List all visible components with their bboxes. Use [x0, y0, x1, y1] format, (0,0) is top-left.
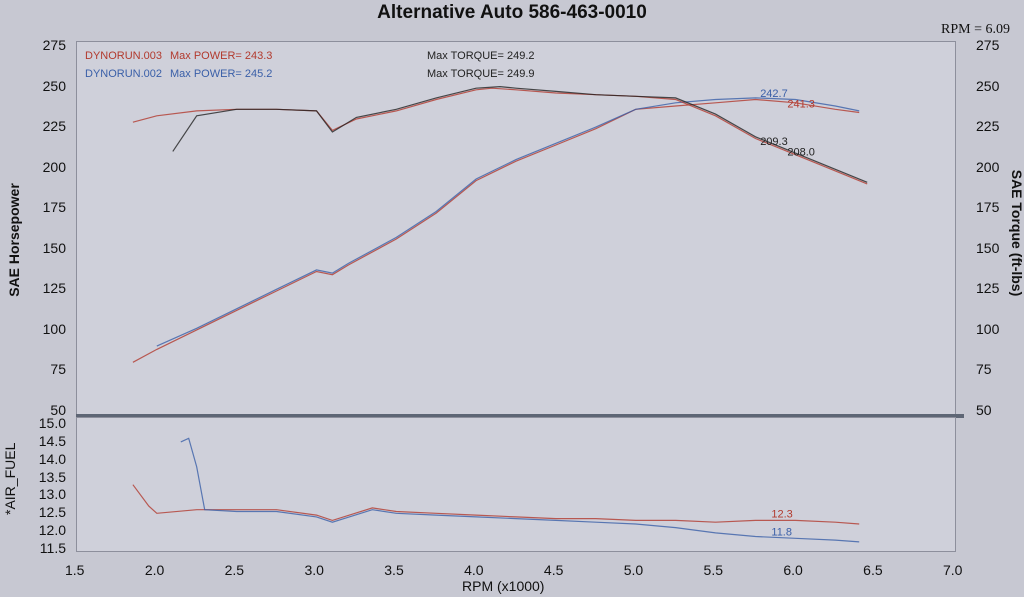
x-tick-label: 3.5	[384, 562, 404, 578]
y-tick-label: 125	[42, 280, 66, 297]
y-tick-label: 175	[42, 199, 66, 216]
legend-run3-power: Max POWER= 243.3	[170, 50, 272, 62]
x-tick-label: 6.0	[783, 562, 803, 578]
y-tick-label: 275	[42, 37, 66, 53]
x-tick-label: 1.5	[65, 562, 85, 578]
power-torque-annotation-label: 209.3	[760, 136, 788, 148]
af-tick-label: 14.0	[38, 450, 66, 467]
y-tick-label: 75	[50, 361, 66, 378]
power-torque-annotation-label: 242.7	[760, 88, 788, 100]
y-tick-label: 225	[42, 118, 66, 135]
legend-run2-torque: Max TORQUE= 249.9	[427, 68, 535, 80]
y2-tick-label: 125	[976, 280, 1000, 297]
x-tick-label: 2.5	[224, 562, 245, 578]
power-torque-annotation-label: 208.0	[787, 147, 815, 159]
af-tick-label: 13.0	[38, 486, 66, 503]
x-tick-label: 4.0	[464, 562, 484, 578]
x-axis-label: RPM (x1000)	[462, 578, 545, 594]
af-tick-label: 13.5	[38, 468, 66, 485]
rpm-readout: RPM = 6.09	[941, 22, 1010, 37]
power-torque-series-3-line	[172, 85, 868, 183]
y2-tick-label: 75	[976, 361, 992, 378]
x-tick-label: 4.5	[543, 562, 564, 578]
legend-run3-file: DYNORUN.003	[85, 50, 162, 62]
air-fuel-annotation-label: 11.8	[771, 526, 792, 538]
y-tick-label: 200	[42, 158, 66, 175]
x-tick-label: 5.0	[623, 562, 644, 578]
af-tick-label: 14.5	[38, 432, 66, 449]
af-tick-label: 15.0	[38, 415, 66, 431]
legend-run2-file: DYNORUN.002	[85, 68, 162, 80]
af-tick-label: 12.5	[38, 504, 66, 521]
y2-tick-label: 175	[976, 199, 1000, 216]
x-tick-label: 3.0	[304, 562, 324, 578]
air-fuel-axis-label: *AIR_FUEL	[2, 442, 18, 515]
air-fuel-plot-area: 12.3 11.8	[76, 417, 956, 552]
power-torque-plot-area: DYNORUN.003 Max POWER= 243.3 DYNORUN.002…	[76, 41, 956, 417]
y2-tick-label: 100	[976, 320, 1000, 337]
power-torque-chart: DYNORUN.003 Max POWER= 243.3 DYNORUN.002…	[85, 50, 868, 363]
y-tick-label: 250	[42, 77, 66, 94]
power-torque-annotation-label: 241.3	[787, 99, 815, 111]
af-tick-label: 11.5	[39, 540, 66, 556]
x-tick-label: 5.5	[703, 562, 723, 578]
right-axis-label: SAE Torque (ft-lbs)	[1009, 169, 1024, 297]
y2-tick-label: 150	[976, 239, 1000, 256]
chart-title: Alternative Auto 586-463-0010	[377, 2, 647, 23]
x-tick-label: 6.5	[863, 562, 883, 578]
panel-divider	[76, 414, 964, 418]
af-tick-label: 12.0	[38, 522, 66, 539]
legend-run3-torque: Max TORQUE= 249.2	[427, 50, 535, 62]
y-tick-label: 150	[42, 239, 66, 256]
y2-tick-label: 200	[976, 158, 1000, 175]
power-torque-series-0-line	[132, 98, 860, 363]
left-axis-label: SAE Horsepower	[6, 183, 22, 297]
y2-tick-label: 225	[976, 118, 1000, 135]
power-torque-series-1-line	[156, 97, 860, 347]
y-tick-label: 50	[50, 402, 66, 418]
y-tick-label: 100	[42, 320, 66, 337]
air-fuel-series-1-line	[180, 437, 860, 543]
y2-tick-label: 275	[976, 37, 1000, 53]
y2-tick-label: 250	[976, 77, 1000, 94]
air-fuel-chart: 12.3 11.8	[132, 437, 860, 543]
x-tick-label: 2.0	[144, 562, 165, 578]
air-fuel-annotation-label: 12.3	[771, 509, 792, 521]
y2-tick-label: 50	[976, 402, 992, 418]
legend-run2-power: Max POWER= 245.2	[170, 68, 272, 80]
air-fuel-series-0-line	[132, 484, 860, 525]
x-tick-label: 7.0	[943, 562, 963, 578]
